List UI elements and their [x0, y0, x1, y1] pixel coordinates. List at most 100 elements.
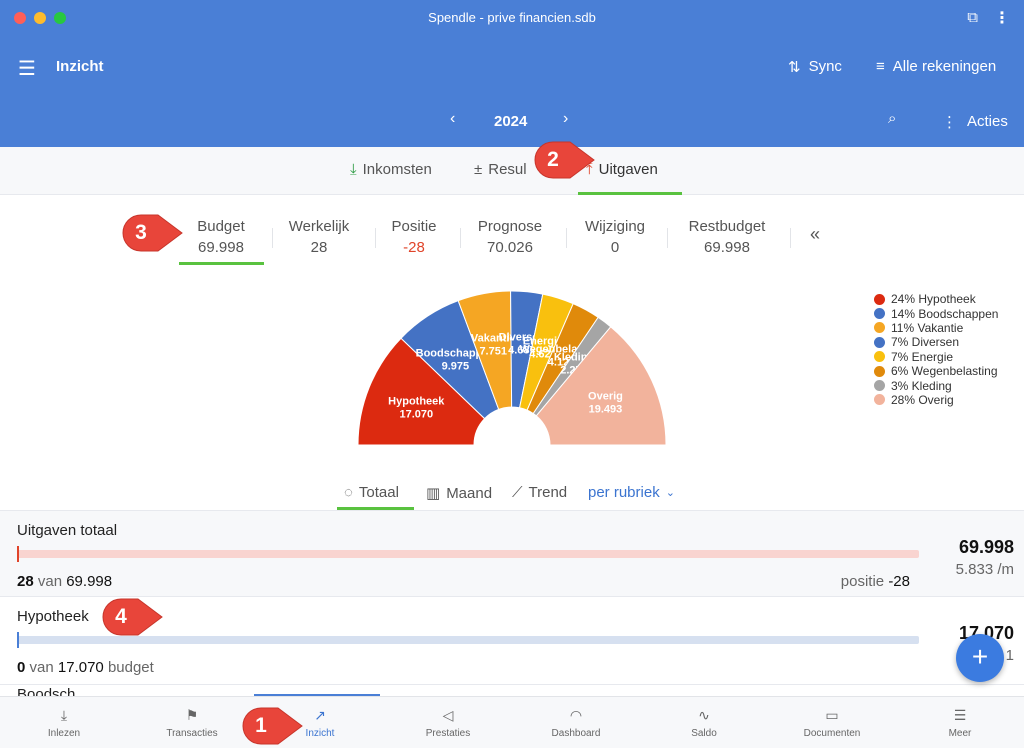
stat-label: Werkelijk	[288, 218, 350, 235]
stat-wijziging[interactable]: Wijziging 0	[565, 218, 665, 256]
view-tab-label: Trend	[528, 484, 568, 501]
hamburger-menu-icon[interactable]: ☰	[18, 58, 36, 80]
legend-label: 28% Overig	[891, 392, 954, 407]
legend-item: 6% Wegenbelasting	[874, 364, 998, 378]
nav-item-prestaties[interactable]: ◁ Prestaties	[384, 697, 512, 748]
type-tabs: ⤓ Inkomsten ± Resul ⤒ Uitgaven	[0, 147, 1024, 195]
tab-inkomsten-label: Inkomsten	[362, 161, 432, 178]
legend-swatch	[874, 322, 885, 334]
dashboard-icon: ◠	[569, 707, 583, 723]
legend-swatch	[874, 394, 885, 406]
plus-minus-icon: ±	[474, 161, 483, 178]
category-row-peek[interactable]: Boodsch	[17, 686, 76, 696]
stat-werkelijk[interactable]: Werkelijk 28	[269, 218, 369, 256]
legend-item: 3% Kleding	[874, 378, 998, 393]
signpost-icon: ⚑	[185, 707, 199, 723]
sync-button[interactable]: ⇅ Sync	[788, 58, 842, 76]
stat-positie[interactable]: Positie -28	[364, 218, 464, 256]
stat-value: 70.026	[487, 239, 533, 256]
extension-icon[interactable]: ⧉	[967, 9, 978, 26]
category-row-total[interactable]: Uitgaven totaal 28 van 69.998 positie -2…	[0, 510, 1024, 597]
row-name: Hypotheek	[17, 608, 89, 625]
megaphone-icon: ◁	[442, 707, 454, 723]
slice-value: 17.070	[399, 408, 433, 420]
stat-label: Positie	[391, 218, 437, 235]
window-more-icon[interactable]: ⋮	[994, 10, 1010, 27]
callout-marker: 4	[102, 598, 163, 636]
position-value: -28	[888, 573, 910, 590]
nav-item-documenten[interactable]: ▭ Documenten	[768, 697, 896, 748]
row-total-amount: 69.998	[958, 537, 1014, 557]
page-title: Inzicht	[56, 58, 104, 75]
nav-item-inzicht[interactable]: ↗ Inzicht	[256, 697, 384, 748]
donut-icon: ◌	[344, 484, 353, 501]
accounts-button[interactable]: ≡ Alle rekeningen	[876, 58, 996, 75]
divider	[375, 228, 376, 248]
tab-resultaat[interactable]: ± Resul	[474, 161, 527, 178]
nav-label: Inlezen	[47, 728, 81, 739]
grouping-dropdown[interactable]: per rubriek ⌄	[588, 484, 675, 501]
upload-icon: ⤒	[586, 161, 593, 178]
more-vertical-icon: ⋮	[942, 114, 957, 131]
stat-label: Prognose	[477, 218, 543, 235]
scroll-indicator	[254, 694, 380, 697]
slice-label: Boodschappen	[416, 348, 496, 360]
nav-label: Saldo	[691, 728, 717, 739]
slice-value: 9.975	[442, 361, 470, 373]
nav-item-transacties[interactable]: ⚑ Transacties	[128, 697, 256, 748]
close-window-button[interactable]	[14, 12, 26, 24]
legend-label: 14% Boodschappen	[891, 306, 999, 321]
callout-marker: 1	[242, 707, 303, 745]
add-fab-button[interactable]: +	[956, 634, 1004, 682]
previous-year-chevron-icon[interactable]: ‹	[450, 110, 456, 127]
stat-prognose[interactable]: Prognose 70.026	[460, 218, 560, 256]
zoom-window-button[interactable]	[54, 12, 66, 24]
download-icon: ⤓	[60, 707, 68, 723]
view-tab-totaal[interactable]: ◌ Totaal	[344, 484, 399, 501]
callout-number: 4	[115, 605, 127, 628]
legend-item: 14% Boodschappen	[874, 306, 999, 321]
tab-inkomsten[interactable]: ⤓ Inkomsten	[350, 161, 432, 178]
tab-uitgaven[interactable]: ⤒ Uitgaven	[586, 161, 658, 178]
position-label: positie	[840, 573, 885, 590]
divider	[460, 228, 461, 248]
stat-value: 69.998	[704, 239, 750, 256]
row-per-month: 1	[1005, 647, 1014, 664]
progress-bar	[17, 632, 919, 648]
callout-marker: 2	[534, 141, 595, 179]
pie-slice-overig[interactable]	[535, 326, 667, 446]
pie-slice-hypotheek[interactable]	[357, 337, 486, 446]
nav-item-meer[interactable]: ☰ Meer	[896, 697, 1024, 748]
legend-label: 3% Kleding	[891, 378, 952, 393]
stat-restbudget[interactable]: Restbudget 69.998	[677, 218, 777, 256]
callout-number: 3	[135, 221, 147, 244]
search-icon[interactable]: ⌕	[888, 110, 897, 127]
stat-budget[interactable]: Budget 69.998	[171, 218, 271, 256]
line-chart-icon: ⟋	[512, 484, 523, 501]
row-summary: 28 van 69.998	[17, 573, 112, 590]
slice-label: Vakantie	[471, 333, 516, 345]
progress-fill	[17, 546, 19, 562]
callout-pointer-icon	[122, 214, 183, 252]
legend-label: 7% Energie	[891, 349, 954, 364]
position-summary: positie -28	[841, 573, 910, 590]
legend-swatch	[874, 308, 885, 320]
collapse-chevron-icon[interactable]: «	[810, 224, 821, 244]
view-tab-maand[interactable]: ▥ Maand	[426, 484, 493, 503]
view-tab-label: Maand	[446, 484, 493, 502]
legend-label: 11% Vakantie	[891, 320, 964, 335]
minimize-window-button[interactable]	[34, 12, 46, 24]
actions-button[interactable]: ⋮ Acties	[942, 113, 1008, 131]
nav-item-saldo[interactable]: ∿ Saldo	[640, 697, 768, 748]
stat-value: 28	[310, 239, 328, 256]
nav-label: Transacties	[166, 728, 218, 739]
slice-label: Hypotheek	[388, 395, 445, 407]
accounts-icon: ≡	[876, 58, 885, 75]
nav-item-dashboard[interactable]: ◠ Dashboard	[512, 697, 640, 748]
next-year-chevron-icon[interactable]: ›	[563, 110, 569, 127]
view-tab-trend[interactable]: ⟋ Trend	[512, 484, 567, 501]
category-row-hypotheek[interactable]: Hypotheek 0 van 17.070 budget 17.070 1	[0, 597, 1024, 685]
callout-number: 1	[255, 714, 267, 737]
nav-item-inlezen[interactable]: ⤓ Inlezen	[0, 697, 128, 748]
stat-label: Wijziging	[584, 218, 645, 235]
